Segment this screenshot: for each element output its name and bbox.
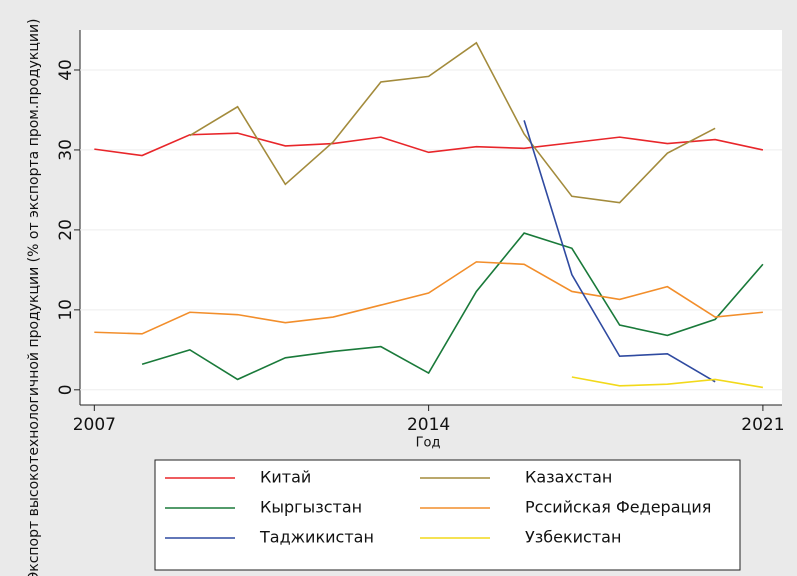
legend-label: Таджикистан: [259, 528, 374, 547]
y-tick-label: 10: [56, 299, 76, 321]
series-line: [94, 132, 764, 157]
plot-area: [80, 30, 782, 405]
series-line: [94, 261, 763, 335]
legend-label: Рссийская Федерация: [525, 498, 711, 517]
y-tick-label: 0: [56, 384, 76, 395]
x-tick-label: 2007: [73, 415, 116, 435]
x-tick-label: 2014: [407, 415, 450, 435]
y-tick-label: 20: [56, 219, 76, 241]
x-tick-label: 2021: [741, 415, 784, 435]
series-line: [571, 376, 764, 389]
series-line: [141, 232, 764, 381]
y-tick-label: 30: [56, 139, 76, 161]
legend-label: Узбекистан: [525, 528, 621, 547]
legend-label: Китай: [260, 468, 311, 487]
series-line: [523, 120, 716, 383]
legend-label: Кыргызстан: [260, 498, 362, 517]
y-axis-label: Экспорт высокотехнологичной продукции (%…: [26, 18, 42, 576]
x-axis-label: Год: [416, 436, 441, 451]
legend-label: Казахстан: [525, 468, 612, 487]
y-tick-label: 40: [56, 59, 76, 81]
series-line: [189, 41, 716, 204]
